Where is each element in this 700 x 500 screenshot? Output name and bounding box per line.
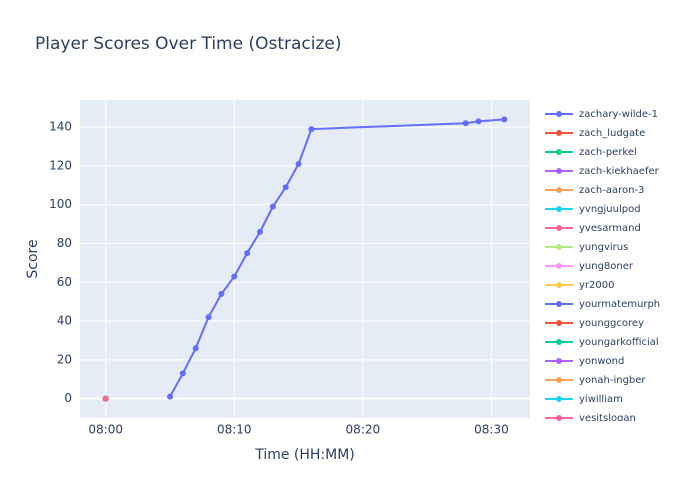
x-axis-title: Time (HH:MM) xyxy=(254,447,355,463)
legend-marker xyxy=(556,263,562,269)
legend-marker xyxy=(556,358,562,364)
x-tick-label: 08:10 xyxy=(217,423,252,437)
data-point xyxy=(462,120,469,127)
legend-marker xyxy=(556,377,562,383)
y-tick-label: 20 xyxy=(57,352,72,366)
x-tick-label: 08:20 xyxy=(346,423,381,437)
legend-label: zach-kiekhaefer xyxy=(579,166,660,177)
legend-label: yvesarmand xyxy=(579,223,641,234)
y-tick-label: 120 xyxy=(49,158,72,172)
legend-marker xyxy=(556,415,562,421)
plot-area xyxy=(80,100,530,418)
x-tick-label: 08:30 xyxy=(474,423,509,437)
data-point xyxy=(501,116,508,123)
data-point xyxy=(167,393,173,400)
legend-marker xyxy=(556,149,562,155)
legend-label: yungvirus xyxy=(579,242,628,253)
legend-marker xyxy=(556,168,562,174)
y-tick-label: 140 xyxy=(49,120,72,134)
chart-title: Player Scores Over Time (Ostracize) xyxy=(35,34,342,54)
legend-label: yonah-ingber xyxy=(579,375,646,386)
legend-label: zach_ludgate xyxy=(579,128,645,139)
data-point xyxy=(282,184,289,191)
legend-label: zach-perkel xyxy=(579,147,637,158)
legend-marker xyxy=(556,339,562,345)
legend-marker xyxy=(556,187,562,193)
data-point xyxy=(257,228,263,235)
data-point xyxy=(244,250,251,257)
legend-label: yr2000 xyxy=(579,280,614,291)
data-point xyxy=(475,118,482,125)
grid: 0 20 40 60 80 100 120 140 08:00 08:10 08:20 08:30 xyxy=(49,100,530,437)
legend-label: yonwond xyxy=(579,356,624,367)
y-tick-label: 60 xyxy=(57,275,72,289)
legend-label: yvngjuulpod xyxy=(579,204,641,215)
legend-marker xyxy=(556,282,562,288)
legend-marker xyxy=(556,244,562,250)
data-point xyxy=(192,345,199,352)
legend-marker xyxy=(556,320,562,326)
legend-marker xyxy=(556,396,562,402)
data-point xyxy=(295,160,302,167)
legend-label: youngarkofficial xyxy=(579,337,659,348)
data-point xyxy=(205,314,212,321)
legend-label: zach-aaron-3 xyxy=(579,185,644,196)
legend-marker xyxy=(556,301,562,307)
legend: zachary-wilde-1 zach_ludgate zach-perkel za… xyxy=(545,109,660,424)
data-point xyxy=(231,273,238,280)
y-tick-label: 40 xyxy=(57,314,72,328)
y-tick-label: 80 xyxy=(57,236,72,250)
legend-marker xyxy=(556,225,562,231)
data-point xyxy=(218,290,225,297)
data-point xyxy=(179,370,186,377)
data-point xyxy=(102,395,109,402)
legend-marker xyxy=(556,130,562,136)
y-axis-title: Score xyxy=(25,239,41,278)
y-tick-label: 0 xyxy=(64,391,72,405)
x-tick-label: 08:00 xyxy=(88,423,123,437)
legend-label: yourmatemurph xyxy=(579,299,660,310)
legend-label: younggcorey xyxy=(579,318,644,329)
plot xyxy=(102,116,508,402)
legend-marker xyxy=(556,206,562,212)
legend-label: yung8oner xyxy=(579,261,634,272)
data-point xyxy=(269,203,276,210)
legend-label: yiwilliam xyxy=(579,394,623,405)
legend-label: yesitslogan xyxy=(579,413,636,424)
data-point xyxy=(308,126,315,133)
legend-marker xyxy=(556,111,562,117)
legend-label: zachary-wilde-1 xyxy=(579,109,658,120)
y-tick-label: 100 xyxy=(49,197,72,211)
